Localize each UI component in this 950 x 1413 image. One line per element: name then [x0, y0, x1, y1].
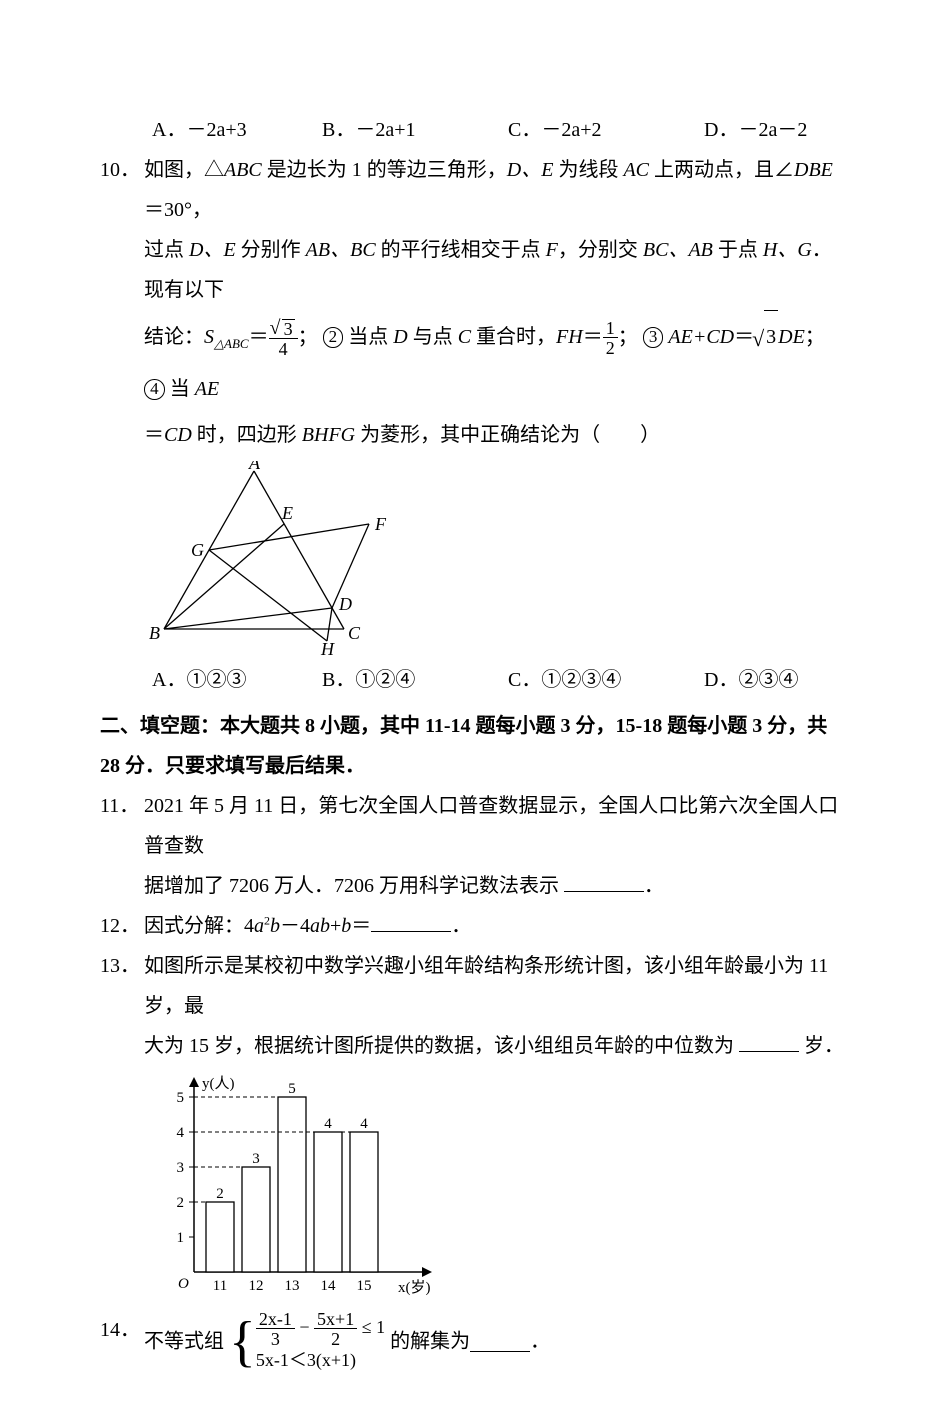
ineq-row1: 2x-13 − 5x+12 ≤ 1: [256, 1310, 385, 1348]
svg-text:G: G: [191, 540, 204, 560]
q10-line3: 结论：S△ABC＝34； 2 当点 D 与点 C 重合时，FH＝12； 3 AE…: [100, 310, 850, 415]
svg-text:4: 4: [324, 1116, 332, 1132]
q10-opt-d: D．②③④: [704, 660, 798, 700]
q10-body: 如图，△ABC 是边长为 1 的等边三角形，D、E 为线段 AC 上两动点，且∠…: [144, 150, 850, 230]
question-10: 10． 如图，△ABC 是边长为 1 的等边三角形，D、E 为线段 AC 上两动…: [100, 150, 850, 230]
q13-body: 如图所示是某校初中数学兴趣小组年龄结构条形统计图，该小组年龄最小为 11 岁，最: [144, 946, 850, 1026]
frac-1-2: 12: [603, 319, 618, 357]
svg-text:2: 2: [216, 1186, 224, 1202]
svg-text:3: 3: [177, 1160, 185, 1176]
svg-text:4: 4: [177, 1125, 185, 1141]
frac-sqrt3-4: 34: [269, 319, 298, 358]
svg-text:x(岁): x(岁): [398, 1279, 431, 1296]
svg-text:C: C: [348, 623, 361, 643]
svg-text:D: D: [338, 594, 352, 614]
opt-a: A．－2a+3: [152, 110, 322, 150]
circle-4-icon: 4: [144, 379, 165, 400]
svg-text:5: 5: [288, 1081, 296, 1097]
svg-text:1: 1: [177, 1230, 185, 1246]
svg-text:12: 12: [249, 1278, 264, 1294]
q11-body: 2021 年 5 月 11 日，第七次全国人口普查数据显示，全国人口比第六次全国…: [144, 786, 850, 866]
q10-line2: 过点 D、E 分别作 AB、BC 的平行线相交于点 F，分别交 BC、AB 于点…: [100, 230, 850, 310]
q11-line2: 据增加了 7206 万人．7206 万用科学记数法表示 ．: [100, 866, 850, 906]
question-11: 11． 2021 年 5 月 11 日，第七次全国人口普查数据显示，全国人口比第…: [100, 786, 850, 866]
svg-text:H: H: [320, 639, 335, 656]
svg-text:2: 2: [177, 1195, 185, 1211]
svg-text:B: B: [149, 623, 160, 643]
prev-answers-row: A．－2a+3 B．－2a+1 C．－2a+2 D．－2a－2: [100, 110, 850, 150]
svg-text:5: 5: [177, 1090, 185, 1106]
circle-3-icon: 3: [643, 327, 664, 348]
q14-body: 不等式组 { 2x-13 − 5x+12 ≤ 1 5x-1＜3(x+1) 的解集…: [144, 1310, 850, 1373]
q12-num: 12．: [100, 906, 144, 946]
svg-text:4: 4: [360, 1116, 368, 1132]
opt-d: D．－2a－2: [704, 110, 807, 150]
q13-line2: 大为 15 岁，根据统计图所提供的数据，该小组组员年龄的中位数为 岁．: [100, 1026, 850, 1066]
triangle-diagram: A B C E D F G H: [144, 461, 404, 656]
svg-text:14: 14: [321, 1278, 337, 1294]
question-13: 13． 如图所示是某校初中数学兴趣小组年龄结构条形统计图，该小组年龄最小为 11…: [100, 946, 850, 1026]
q14-blank[interactable]: [470, 1331, 530, 1352]
q11-num: 11．: [100, 786, 144, 866]
section2-heading: 二、填空题：本大题共 8 小题，其中 11-14 题每小题 3 分，15-18 …: [100, 706, 850, 786]
q10-opt-b: B．①②④: [322, 660, 508, 700]
q10-num: 10．: [100, 150, 144, 230]
svg-text:A: A: [248, 461, 261, 473]
circle-2-icon: 2: [323, 327, 344, 348]
brace-icon: {: [229, 1314, 256, 1370]
ineq-row2: 5x-1＜3(x+1): [256, 1348, 385, 1373]
q10-diagram: A B C E D F G H: [100, 461, 850, 656]
q13-num: 13．: [100, 946, 144, 1026]
svg-text:E: E: [281, 503, 293, 523]
q10-opt-a: A．①②③: [152, 660, 322, 700]
q10-line4: ＝CD 时，四边形 BHFG 为菱形，其中正确结论为（ ）: [100, 415, 850, 455]
q11-blank[interactable]: [564, 871, 644, 892]
q12-body: 因式分解：4a2b－4ab+b＝．: [144, 906, 850, 946]
q13-chart: 12345Oy(人)x(岁)211312513414415: [100, 1072, 850, 1302]
opt-b: B．－2a+1: [322, 110, 508, 150]
opt-c: C．－2a+2: [508, 110, 704, 150]
q12-blank[interactable]: [371, 911, 451, 932]
question-14: 14． 不等式组 { 2x-13 − 5x+12 ≤ 1 5x-1＜3(x+1)…: [100, 1310, 850, 1373]
question-12: 12． 因式分解：4a2b－4ab+b＝．: [100, 906, 850, 946]
svg-text:3: 3: [252, 1151, 260, 1167]
svg-text:11: 11: [213, 1278, 227, 1294]
sqrt3-icon: 3: [754, 310, 778, 363]
q13-blank[interactable]: [739, 1031, 799, 1052]
svg-text:y(人): y(人): [202, 1075, 235, 1092]
svg-text:13: 13: [285, 1278, 300, 1294]
q14-num: 14．: [100, 1310, 144, 1373]
svg-text:O: O: [178, 1276, 189, 1292]
q10-opt-c: C．①②③④: [508, 660, 704, 700]
svg-text:F: F: [374, 514, 387, 534]
q10-answers: A．①②③ B．①②④ C．①②③④ D．②③④: [100, 660, 850, 700]
inequality-system: { 2x-13 − 5x+12 ≤ 1 5x-1＜3(x+1): [229, 1310, 385, 1373]
svg-text:15: 15: [357, 1278, 372, 1294]
bar-chart: 12345Oy(人)x(岁)211312513414415: [144, 1072, 444, 1302]
